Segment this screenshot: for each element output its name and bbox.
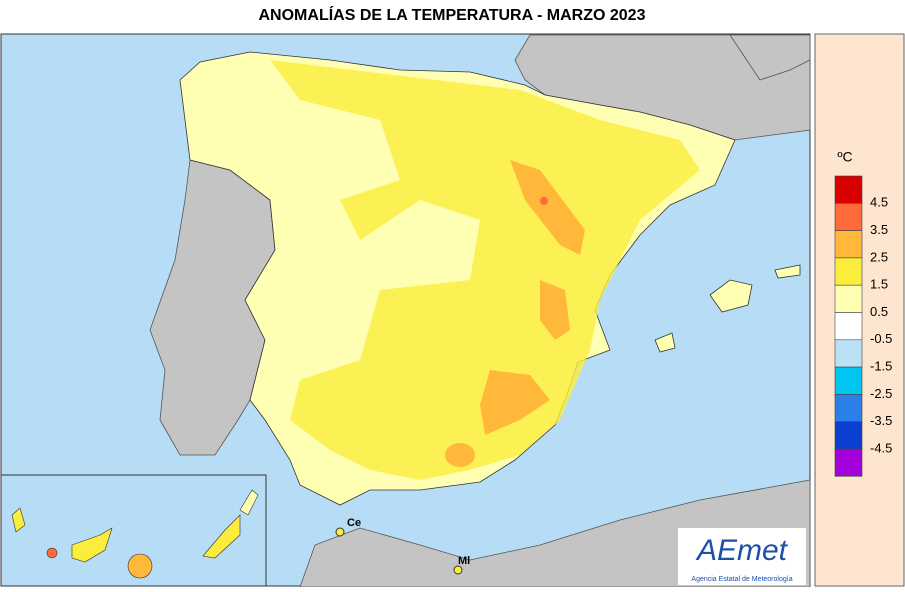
legend-tick-label: -2.5 — [870, 386, 892, 401]
island — [11, 507, 26, 533]
legend-tick-label: 1.5 — [870, 277, 888, 292]
legend-tick-label: 0.5 — [870, 304, 888, 319]
anomaly-zone — [540, 280, 570, 340]
island — [46, 547, 58, 559]
legend-tick-label: -1.5 — [870, 359, 892, 374]
legend-tick-label: -4.5 — [870, 440, 892, 455]
island — [71, 527, 113, 563]
mallorca — [709, 279, 753, 313]
legend-swatch — [834, 366, 863, 395]
legend-swatch — [834, 312, 863, 341]
island — [239, 489, 259, 516]
legend-swatch — [834, 257, 863, 286]
legend-tick-label: 2.5 — [870, 249, 888, 264]
anomaly-zone — [270, 60, 700, 480]
legend-tick-label: 4.5 — [870, 195, 888, 210]
logo-subtitle: Agencia Estatal de Meteorología — [691, 576, 792, 583]
legend-swatch — [834, 230, 863, 259]
island — [127, 553, 153, 579]
legend-title: ºC — [837, 149, 852, 165]
legend-swatch — [834, 448, 863, 477]
title: ANOMALÍAS DE LA TEMPERATURA - MARZO 2023 — [259, 5, 646, 24]
place-label: Ce — [347, 517, 361, 529]
anomaly-zone — [540, 197, 548, 205]
island — [202, 514, 241, 559]
legend-swatch — [834, 175, 863, 204]
anomaly-zone — [480, 370, 550, 435]
map: Ce Ml AEmet Agencia Estatal de Meteorolo… — [0, 33, 811, 588]
place-label: Ml — [458, 555, 470, 567]
legend: 4.5 3.5 2.5 1.5 0.5 -0.5 -1.5 -2.5 -3.5 -4.5 — [834, 175, 892, 477]
logo-name: AEmet — [695, 534, 789, 567]
legend-swatch — [834, 203, 863, 231]
legend-swatch — [834, 339, 863, 368]
ceuta — [335, 527, 345, 537]
legend-tick-label: 3.5 — [870, 222, 888, 237]
anomaly-zone — [445, 443, 475, 467]
melilla — [453, 565, 463, 575]
logo — [678, 528, 806, 585]
legend-panel — [814, 33, 905, 587]
menorca — [774, 264, 801, 279]
anomaly-zone — [510, 160, 585, 255]
ibiza — [654, 332, 676, 353]
legend-swatch — [834, 394, 863, 422]
legend-swatch — [834, 284, 863, 313]
land — [729, 34, 811, 81]
legend-tick-label: -0.5 — [870, 331, 892, 346]
legend-swatch — [834, 421, 863, 450]
legend-tick-label: -3.5 — [870, 413, 892, 428]
